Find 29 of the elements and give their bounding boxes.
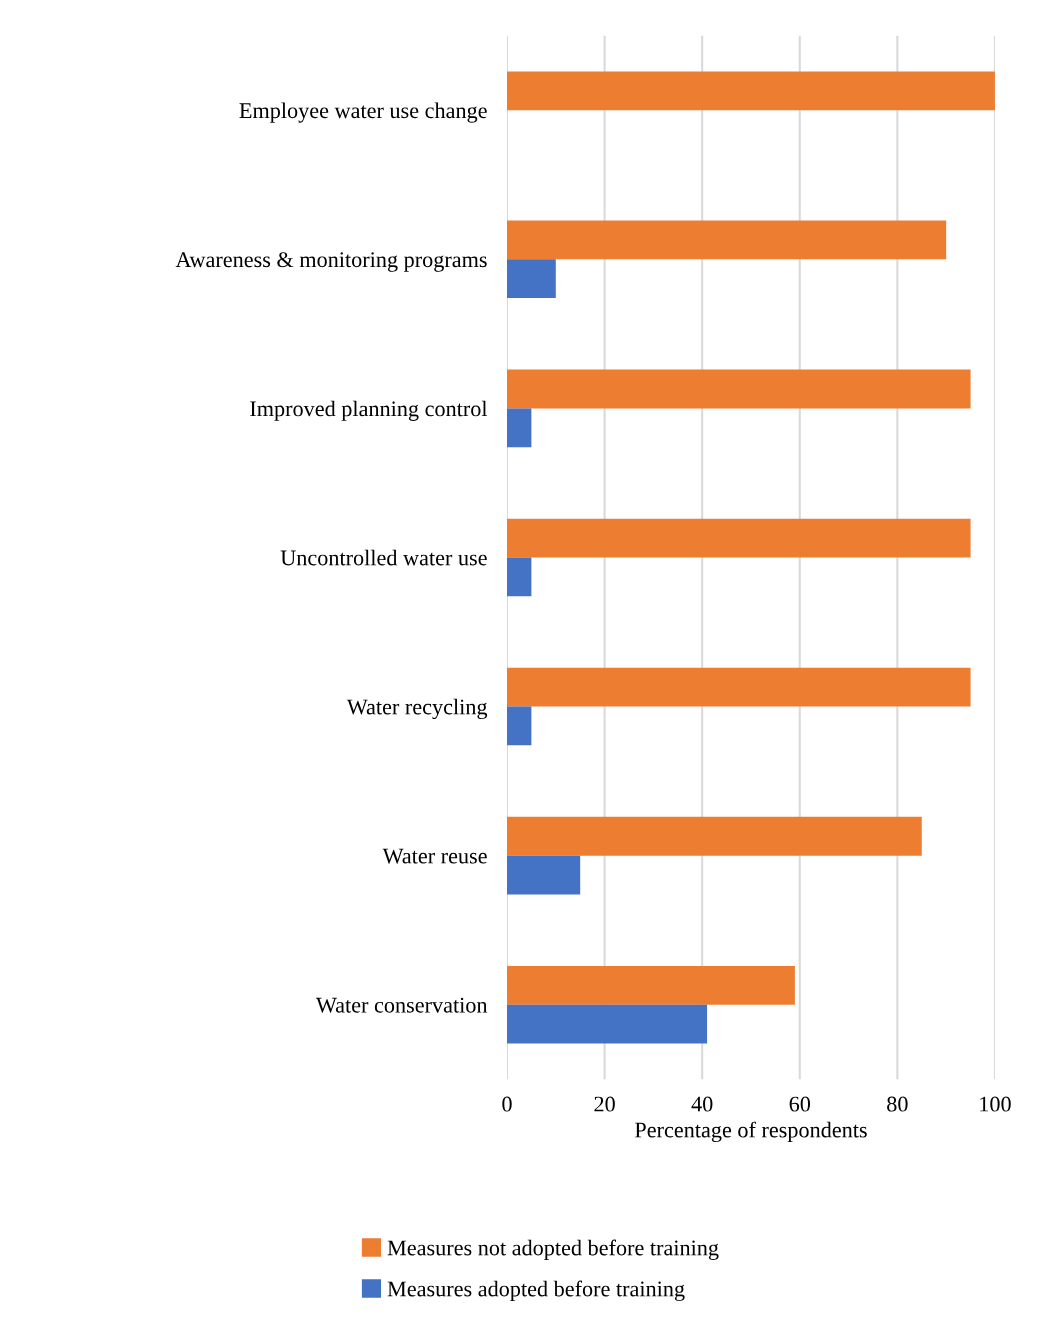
legend-label: Measures not adopted before training [387,1239,719,1260]
bar [507,706,532,746]
y-tick-label: Water conservation [315,997,488,1013]
y-tick-label: Employee water use change [239,102,487,123]
bar [507,259,556,299]
bar [507,71,995,111]
bar [507,518,971,558]
x-tick-label: 80 [887,1096,908,1112]
bar [507,557,532,597]
y-tick-label: Uncontrolled water use [280,549,487,566]
bar [507,220,947,260]
y-tick-label: Water reuse [382,848,487,864]
y-tick-label: Awareness & monitoring programs [175,252,487,272]
x-tick-label: 100 [980,1096,1011,1112]
bar [507,408,532,448]
bar [507,369,971,409]
legend-label: Measures adopted before training [387,1280,685,1301]
x-tick-label: 20 [594,1096,615,1112]
bar [507,816,922,856]
y-tick-label: Water recycling [346,698,488,720]
bar [507,1004,708,1044]
bar [507,667,971,707]
x-tick-label: 0 [502,1096,512,1112]
x-tick-label: 40 [691,1096,713,1112]
y-tick-label: Improved planning control [250,400,488,421]
bar [507,965,795,1005]
x-axis-title: Percentage of respondents [635,1121,867,1143]
x-tick-label: 60 [789,1096,811,1112]
bar [507,855,581,895]
